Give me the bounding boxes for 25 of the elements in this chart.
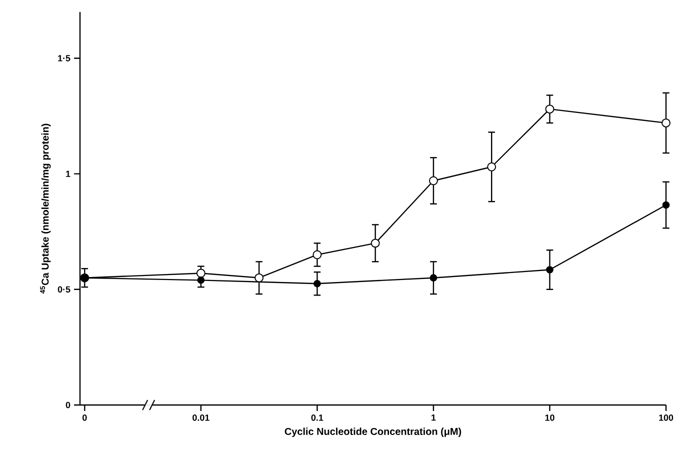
y-tick-label: 0·5: [58, 286, 70, 293]
x-tick-label: 1: [432, 414, 436, 421]
point: [314, 280, 321, 288]
y-tick-label: 1: [66, 170, 70, 177]
point: [546, 266, 554, 274]
point: [545, 104, 554, 114]
point: [254, 273, 264, 282]
point: [197, 276, 205, 284]
point: [662, 201, 670, 209]
x-tick-label: 0.01: [192, 414, 210, 421]
point: [428, 176, 438, 186]
y-axis-title: $^{45}$Ca Uptake (nmole/min/mg protein): [40, 124, 51, 294]
x-tick-label: 0.1: [311, 414, 324, 421]
y-tick-label: 1·5: [58, 55, 70, 62]
x-axis-title: Cyclic Nucleotide Concentration (μM): [284, 428, 462, 437]
point: [312, 250, 322, 260]
x-tick-label: 0: [82, 414, 87, 421]
x-tick-label: 10: [545, 414, 554, 421]
y-tick-label: 0: [66, 402, 70, 408]
point: [370, 238, 380, 248]
point: [196, 268, 206, 278]
point: [430, 274, 438, 282]
point: [662, 118, 670, 128]
x-tick-label: 100: [659, 414, 674, 421]
point: [487, 162, 496, 172]
